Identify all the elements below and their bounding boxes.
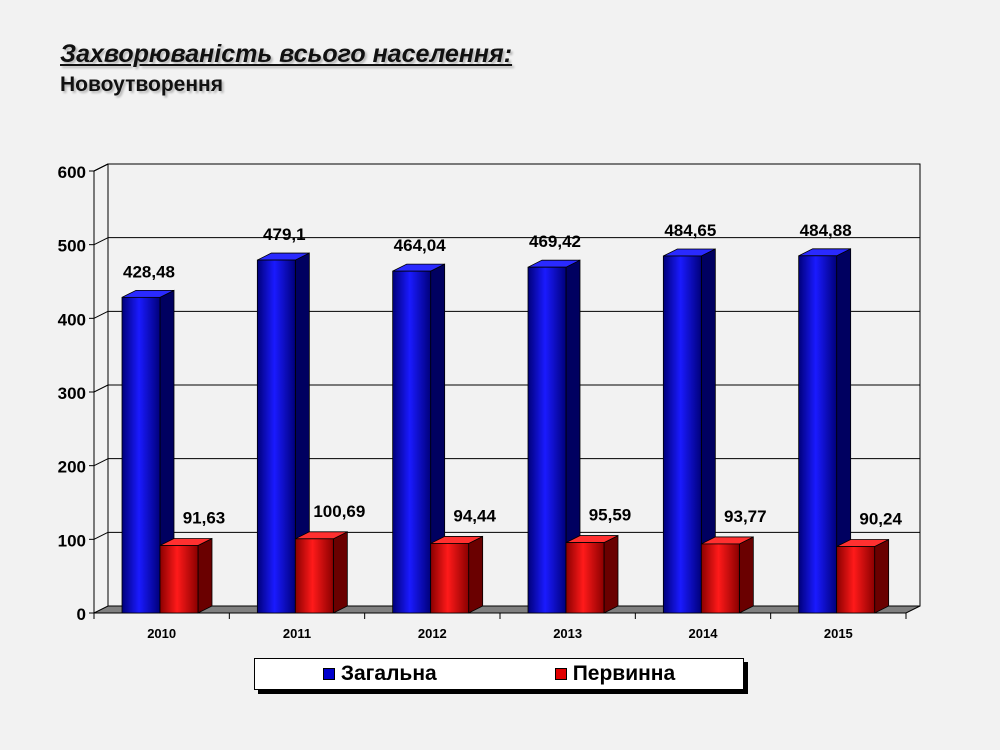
legend-label-series1: Загальна — [340, 662, 437, 685]
gridline-diagonal — [93, 237, 109, 246]
y-tick-label: 300 — [58, 384, 86, 403]
data-label: 93,77 — [724, 507, 767, 526]
data-label: 469,42 — [529, 232, 581, 251]
data-label: 90,24 — [859, 510, 902, 529]
data-label: 479,1 — [263, 225, 306, 244]
legend-swatch-series1 — [322, 668, 335, 680]
bar-series2 — [565, 542, 605, 614]
bar-series1 — [121, 296, 161, 614]
bar-series2 — [700, 543, 740, 614]
gridline-diagonal — [93, 310, 109, 319]
bar-side — [468, 535, 484, 614]
data-label: 91,63 — [183, 508, 226, 527]
chart-title: Захворюваність всього населення: — [60, 40, 513, 68]
x-tick-label: 2014 — [689, 626, 719, 641]
bar-series1 — [392, 270, 432, 614]
legend: Загальна Первинна — [254, 658, 744, 690]
y-axis-top-edge — [93, 163, 109, 172]
bar-series2 — [294, 538, 334, 614]
x-tick-label: 2012 — [418, 626, 447, 641]
plot-floor — [93, 605, 921, 614]
y-tick-label: 500 — [58, 237, 86, 256]
chart-subtitle: Новоутворення — [60, 73, 223, 96]
title-block: Захворюваність всього населення: Новоутв… — [60, 40, 512, 97]
x-tick-label: 2013 — [553, 626, 582, 641]
bar-series2 — [836, 546, 876, 614]
bar-series2 — [159, 545, 199, 614]
data-label: 94,44 — [453, 506, 496, 525]
data-label: 484,65 — [664, 221, 716, 240]
bar-side — [874, 538, 890, 614]
data-label: 428,48 — [123, 262, 175, 281]
bar-series2 — [430, 543, 470, 614]
x-tick-label: 2011 — [283, 626, 311, 641]
legend-swatch-series2 — [554, 668, 567, 680]
y-tick-label: 600 — [58, 163, 86, 182]
bar-series1 — [798, 255, 838, 614]
data-label: 484,88 — [800, 221, 852, 240]
bar-side — [603, 534, 619, 614]
gridline-diagonal — [93, 384, 109, 393]
bar-side — [738, 536, 754, 614]
legend-label-series2: Первинна — [572, 662, 676, 685]
y-tick-label: 400 — [58, 310, 86, 329]
legend-item-series2: Первинна — [554, 662, 676, 686]
y-tick-label: 100 — [58, 531, 86, 550]
data-label: 100,69 — [313, 502, 365, 521]
legend-item-series1: Загальна — [322, 662, 437, 686]
y-tick-label: 200 — [58, 458, 86, 477]
x-tick-label: 2015 — [824, 626, 853, 641]
y-tick-label: 0 — [77, 605, 86, 624]
x-tick-label: 2010 — [147, 626, 176, 641]
gridline-diagonal — [93, 458, 109, 467]
data-label: 464,04 — [394, 236, 447, 255]
gridline-diagonal — [93, 531, 109, 540]
bar-side — [332, 531, 348, 614]
data-label: 95,59 — [589, 506, 632, 525]
bar-series1 — [527, 266, 567, 614]
bar-series1 — [256, 259, 296, 614]
bar-side — [197, 537, 213, 614]
bar-series1 — [662, 255, 702, 614]
